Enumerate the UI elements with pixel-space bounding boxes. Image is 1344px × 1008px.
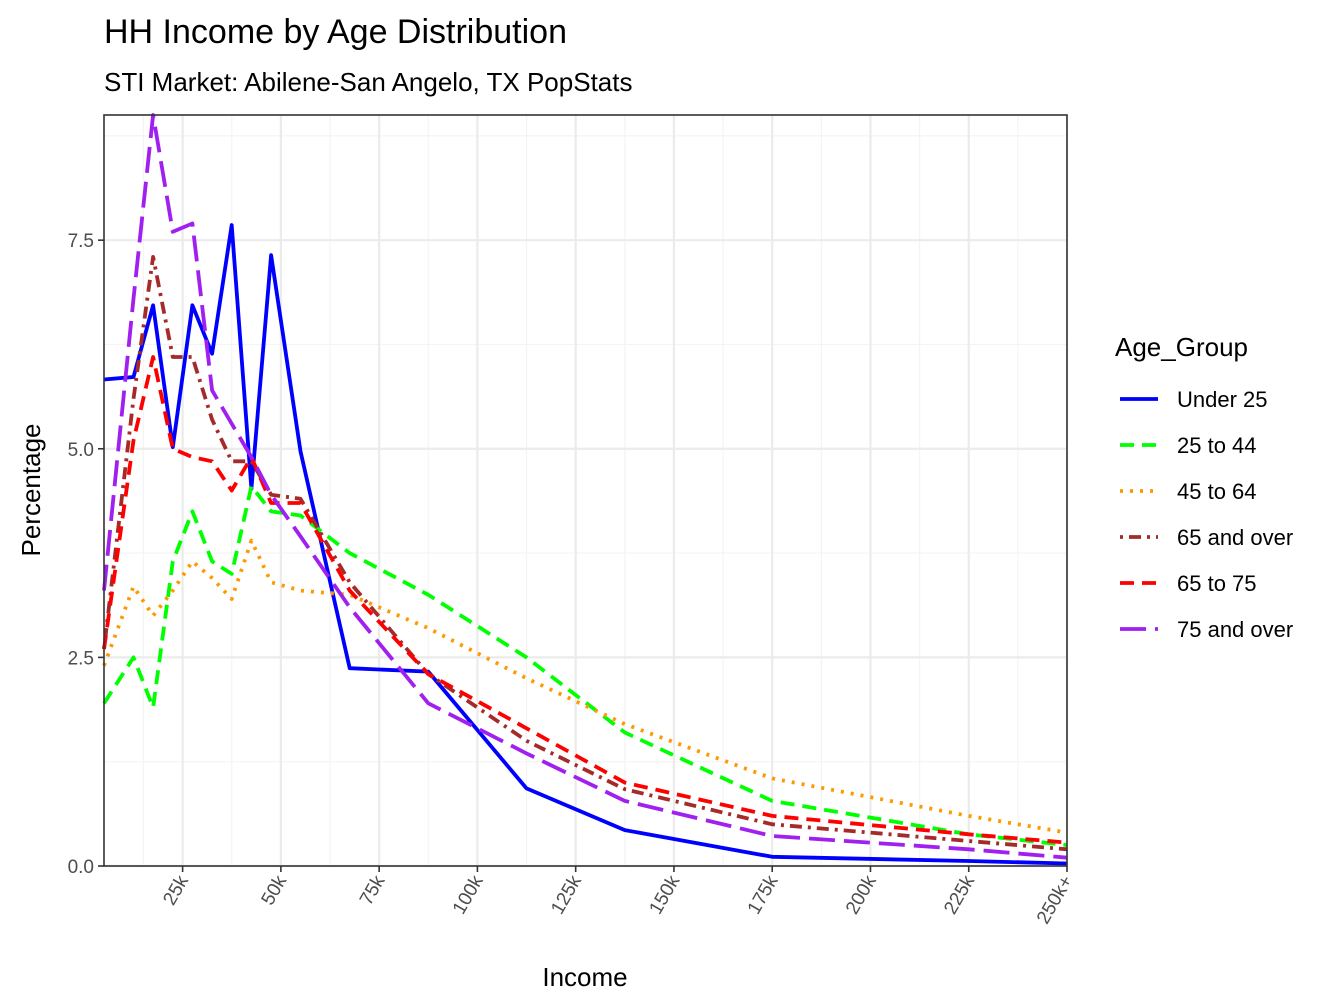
y-tick-label: 0.0	[68, 857, 94, 878]
series-line-45-to-64	[102, 538, 1068, 835]
y-tick-label: 7.5	[68, 231, 94, 252]
legend-title: Age_Group	[1115, 332, 1248, 362]
legend-item: 75 and over	[1120, 617, 1293, 642]
y-axis-title: Percentage	[16, 424, 46, 557]
legend-label: Under 25	[1177, 387, 1268, 412]
legend-label: 65 to 75	[1177, 571, 1257, 596]
legend-item: 65 and over	[1120, 525, 1293, 550]
series-line-65-to-75	[102, 355, 1068, 845]
legend-item: 45 to 64	[1120, 479, 1257, 504]
legend: Age_Group Under 25 25 to 44 45 to 64 65 and…	[1115, 332, 1293, 642]
legend-item: 65 to 75	[1120, 571, 1257, 596]
legend-label: 65 and over	[1177, 525, 1293, 550]
legend-label: 25 to 44	[1177, 433, 1257, 458]
y-axis: 0.0 2.5 5.0 7.5	[68, 231, 104, 878]
y-tick-label: 2.5	[68, 648, 94, 669]
series-line-75-and-over	[102, 113, 1068, 860]
y-tick-label: 5.0	[68, 440, 94, 461]
legend-item: 25 to 44	[1120, 433, 1257, 458]
series-line-25-to-44	[102, 484, 1068, 847]
plot-panel-border	[103, 114, 1068, 867]
chart-title: HH Income by Age Distribution	[104, 13, 567, 51]
x-axis-title: Income	[542, 962, 627, 992]
legend-item: Under 25	[1120, 387, 1268, 412]
series-lines	[102, 113, 1068, 866]
legend-label: 45 to 64	[1177, 479, 1257, 504]
legend-items: Under 25 25 to 44 45 to 64 65 and over 65 to…	[1120, 387, 1293, 642]
series-line-under-25	[103, 223, 1068, 866]
series-line-65-and-over	[102, 254, 1068, 852]
chart-subtitle: STI Market: Abilene-San Angelo, TX PopSt…	[104, 67, 632, 97]
legend-label: 75 and over	[1177, 617, 1293, 642]
